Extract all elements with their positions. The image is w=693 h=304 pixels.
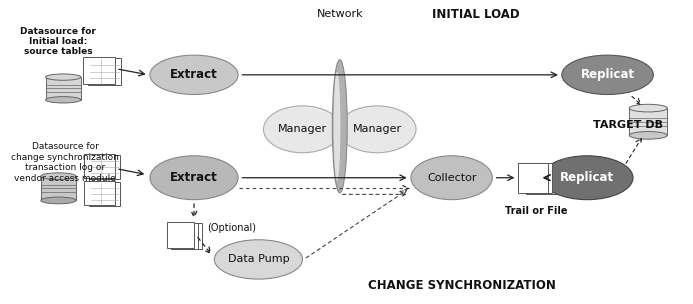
Text: Data Pump: Data Pump <box>227 254 289 264</box>
Text: Network: Network <box>317 9 363 19</box>
Text: Trail or File: Trail or File <box>505 206 568 216</box>
Bar <box>518 163 548 193</box>
Ellipse shape <box>46 74 81 80</box>
Text: Extract: Extract <box>170 68 218 81</box>
Ellipse shape <box>334 72 340 181</box>
Ellipse shape <box>629 132 667 139</box>
Text: CHANGE SYNCHRONIZATION: CHANGE SYNCHRONIZATION <box>368 279 556 292</box>
Ellipse shape <box>150 156 238 200</box>
Ellipse shape <box>41 197 76 204</box>
Bar <box>83 181 114 205</box>
Text: Datasource for
change synchronization
transaction log or
vendor access module: Datasource for change synchronization tr… <box>11 143 119 183</box>
Ellipse shape <box>150 55 238 95</box>
Bar <box>526 164 556 194</box>
Bar <box>522 163 552 193</box>
Text: Manager: Manager <box>278 124 327 134</box>
Text: INITIAL LOAD: INITIAL LOAD <box>432 8 519 21</box>
Ellipse shape <box>562 55 653 95</box>
Ellipse shape <box>411 156 492 200</box>
Bar <box>88 58 121 85</box>
Text: Replicat: Replicat <box>581 68 635 81</box>
Bar <box>83 57 115 84</box>
Bar <box>167 222 194 248</box>
Ellipse shape <box>333 60 347 193</box>
Text: Manager: Manager <box>353 124 402 134</box>
Ellipse shape <box>263 106 342 153</box>
FancyBboxPatch shape <box>46 77 81 100</box>
Bar <box>89 155 120 179</box>
Ellipse shape <box>338 106 416 153</box>
Ellipse shape <box>541 156 633 200</box>
Text: Collector: Collector <box>427 173 476 183</box>
Text: Replicat: Replicat <box>560 171 614 184</box>
Ellipse shape <box>46 97 81 103</box>
Text: Datasource for
Initial load:
source tables: Datasource for Initial load: source tabl… <box>21 27 96 57</box>
Ellipse shape <box>629 104 667 112</box>
Bar <box>171 223 198 249</box>
Bar <box>83 154 114 178</box>
Text: (Optional): (Optional) <box>208 223 256 233</box>
Ellipse shape <box>214 240 302 279</box>
Text: Extract: Extract <box>170 171 218 184</box>
FancyBboxPatch shape <box>629 108 667 135</box>
Bar <box>175 223 202 249</box>
Bar <box>89 182 120 206</box>
FancyBboxPatch shape <box>41 176 76 200</box>
Text: TARGET DB: TARGET DB <box>593 120 663 130</box>
Ellipse shape <box>41 173 76 180</box>
